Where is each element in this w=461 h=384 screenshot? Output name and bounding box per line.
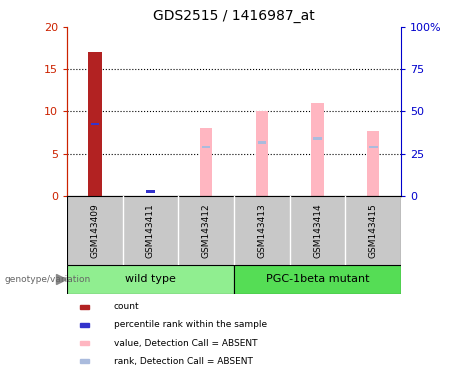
Bar (88, 52, 102, 196)
Bar (202, 146, 210, 148)
FancyBboxPatch shape (178, 196, 234, 265)
FancyBboxPatch shape (234, 196, 290, 265)
Text: count: count (113, 302, 139, 311)
Bar (256, 111, 268, 196)
Bar (80, 305, 89, 309)
Bar (313, 137, 322, 140)
Text: GSM143409: GSM143409 (90, 203, 99, 258)
Bar (200, 128, 212, 196)
Bar (80, 323, 89, 327)
Text: GSM143411: GSM143411 (146, 203, 155, 258)
Text: genotype/variation: genotype/variation (5, 275, 91, 284)
Bar (67, 265, 234, 294)
FancyBboxPatch shape (345, 196, 401, 265)
Text: GSM143414: GSM143414 (313, 203, 322, 258)
Text: GSM143415: GSM143415 (369, 203, 378, 258)
Bar (311, 103, 324, 196)
Bar (258, 141, 266, 144)
Bar (146, 190, 154, 193)
Text: value, Detection Call = ABSENT: value, Detection Call = ABSENT (113, 339, 257, 348)
Text: rank, Detection Call = ABSENT: rank, Detection Call = ABSENT (113, 357, 253, 366)
Bar (234, 265, 401, 294)
Text: wild type: wild type (125, 274, 176, 285)
Text: percentile rank within the sample: percentile rank within the sample (113, 321, 267, 329)
Text: PGC-1beta mutant: PGC-1beta mutant (266, 274, 369, 285)
Text: GSM143412: GSM143412 (201, 203, 211, 258)
Bar (80, 341, 89, 345)
FancyBboxPatch shape (290, 196, 345, 265)
FancyBboxPatch shape (123, 196, 178, 265)
FancyBboxPatch shape (67, 196, 123, 265)
Bar (367, 131, 379, 196)
Bar (90, 123, 99, 125)
Bar (369, 146, 378, 148)
Text: GSM143413: GSM143413 (257, 203, 266, 258)
Title: GDS2515 / 1416987_at: GDS2515 / 1416987_at (153, 9, 315, 23)
Bar (80, 359, 89, 363)
